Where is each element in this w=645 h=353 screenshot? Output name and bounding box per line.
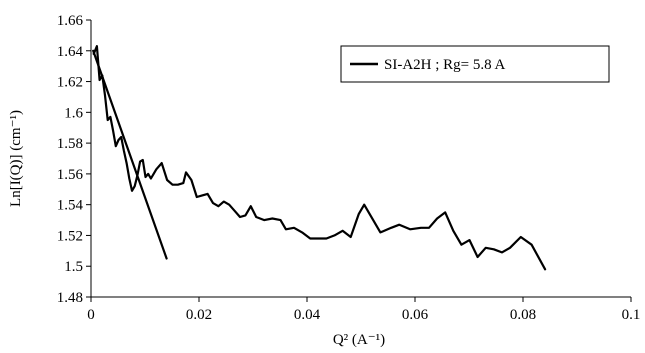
x-tick-label: 0.06: [402, 307, 429, 323]
y-axis: 1.48 1.5 1.52 1.54 1.56 1.58 1.6 1.62 1.64 1.66: [57, 13, 92, 306]
x-axis-title: Q² (A⁻¹): [333, 332, 385, 348]
x-axis: 0 0.02 0.04 0.06 0.08 0.1: [87, 296, 641, 323]
y-tick-label: 1.64: [57, 44, 84, 60]
y-tick-label: 1.5: [64, 259, 83, 275]
x-tick-label: 0.1: [622, 307, 641, 323]
data-series-line: [92, 45, 547, 271]
y-axis-title: Ln[I(Q)] (cm⁻¹): [8, 110, 24, 207]
legend-box: [340, 45, 610, 83]
x-tick-label: 0.02: [186, 307, 212, 323]
series-layer: [92, 45, 547, 271]
y-tick-label: 1.54: [57, 198, 84, 214]
y-tick-label: 1.56: [57, 167, 84, 183]
x-tick-label: 0.08: [510, 307, 536, 323]
y-tick-label: 1.62: [57, 75, 83, 91]
guinier-fit-line: [92, 49, 168, 260]
y-tick-label: 1.48: [57, 290, 83, 306]
y-tick-label: 1.52: [57, 228, 83, 244]
legend: SI-A2H ; Rg= 5.8 A: [340, 45, 610, 83]
y-tick-label: 1.66: [57, 13, 84, 29]
y-tick-label: 1.58: [57, 136, 83, 152]
legend-label: SI-A2H ; Rg= 5.8 A: [384, 57, 506, 73]
x-tick-label: 0.04: [294, 307, 321, 323]
y-tick-label: 1.6: [64, 105, 83, 121]
x-tick-label: 0: [87, 307, 95, 323]
